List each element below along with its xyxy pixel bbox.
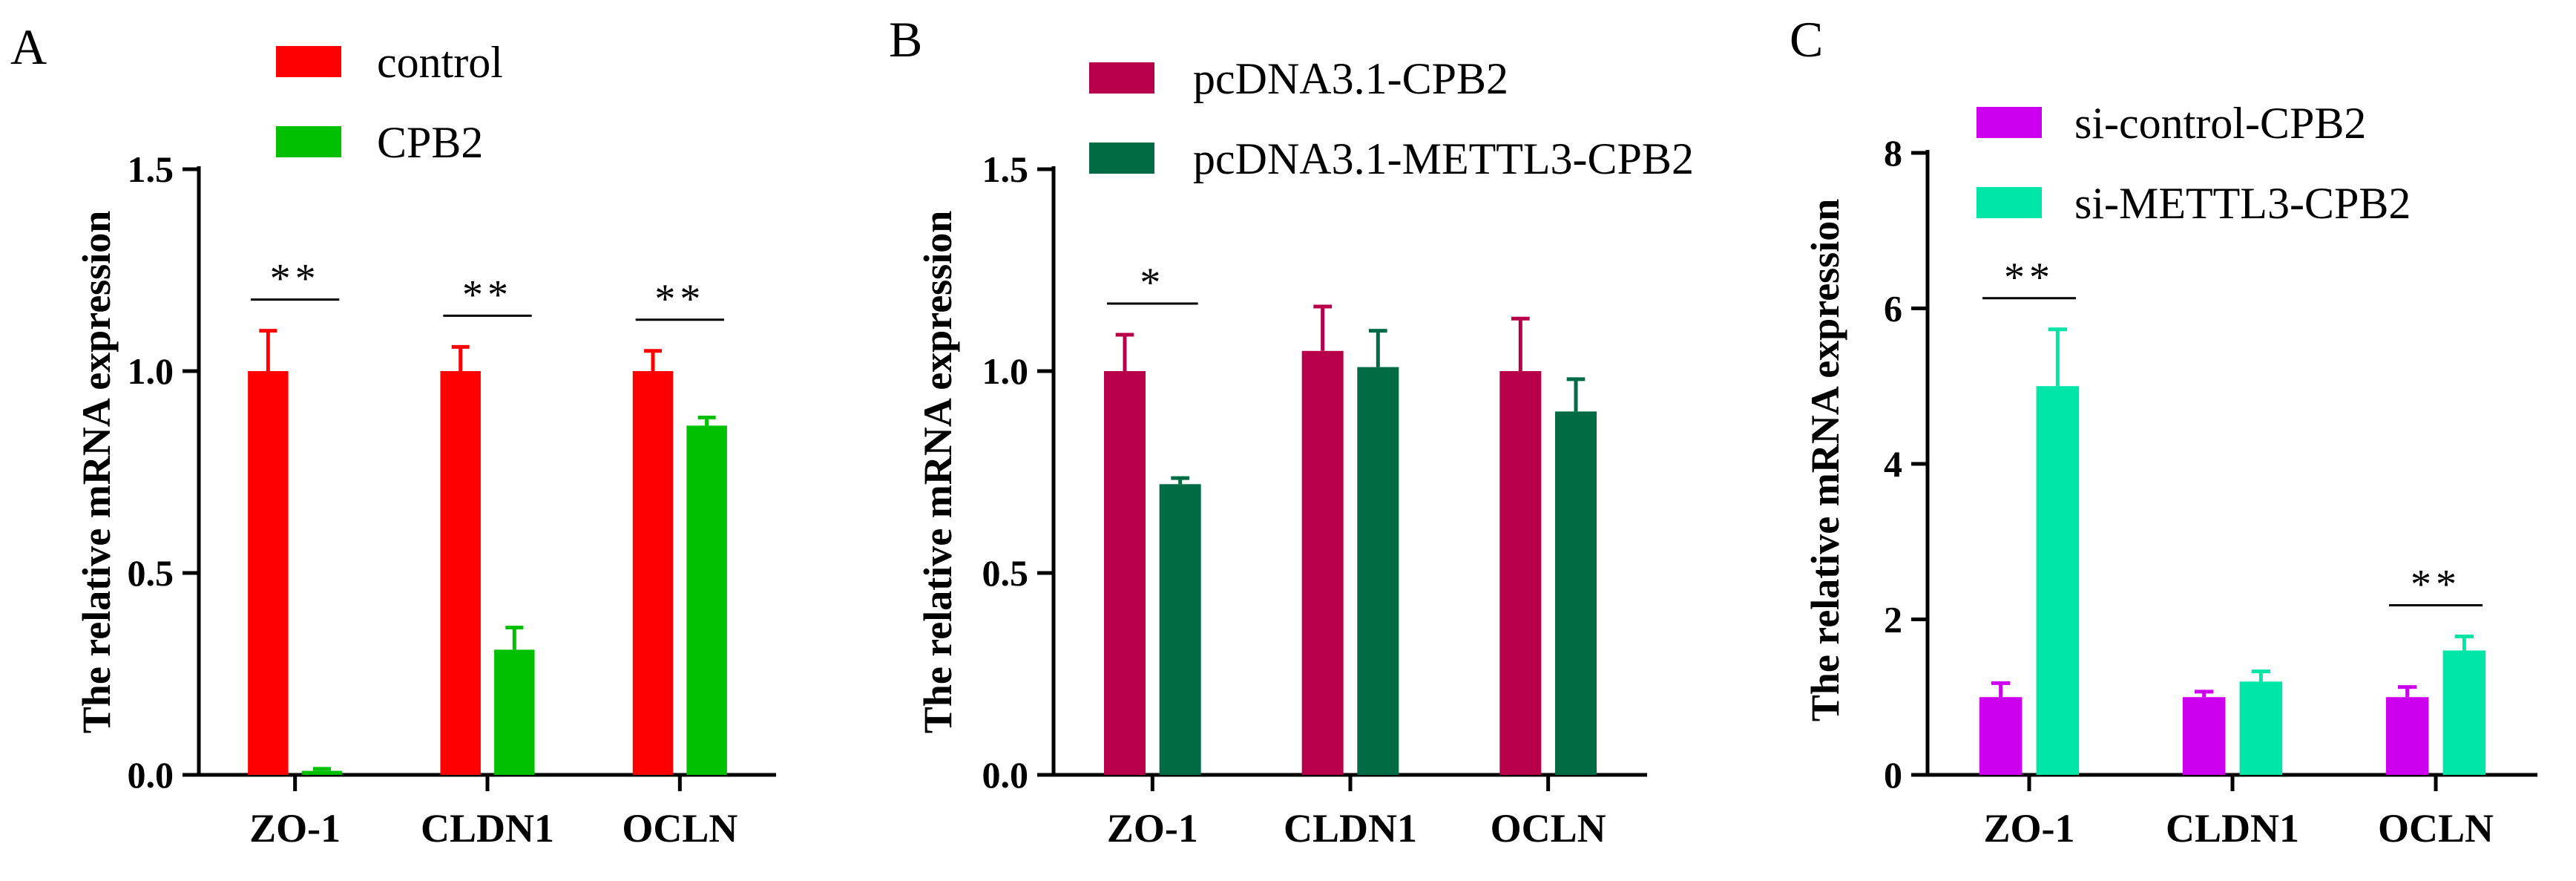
bar-c-si-mettl3-cpb2-zo-1 — [2036, 386, 2080, 775]
x-tick-label-a-cldn1: CLDN1 — [421, 806, 554, 851]
bar-a-cpb2-zo-1 — [301, 770, 343, 775]
y-tick-label-a: 0.0 — [128, 754, 174, 796]
bar-b-pcdna3-1-mettl3-cpb2-cldn1 — [1357, 367, 1399, 775]
bar-a-cpb2-cldn1 — [494, 649, 535, 775]
legend-swatch-cpb2 — [276, 126, 341, 157]
significance-label-a-zo-1: ** — [270, 256, 321, 302]
bar-a-control-zo-1 — [248, 371, 289, 775]
legend-swatch-si-control-cpb2 — [1977, 107, 2042, 138]
bar-b-pcdna3-1-cpb2-ocln — [1499, 371, 1542, 775]
panel-b: B pcDNA3.1-CPB2 pcDNA3.1-METTL3-CPB2 The… — [889, 11, 1694, 851]
bar-b-pcdna3-1-cpb2-cldn1 — [1301, 350, 1344, 775]
bar-a-control-cldn1 — [440, 371, 481, 775]
legend-label-si-mettl3-cpb2: si-METTL3-CPB2 — [2074, 179, 2411, 228]
y-tick-label-c: 6 — [1884, 288, 1902, 330]
bar-c-si-mettl3-cpb2-ocln — [2442, 650, 2486, 775]
x-tick-label-c-zo-1: ZO-1 — [1983, 806, 2074, 851]
bar-c-si-control-cpb2-ocln — [2385, 697, 2429, 775]
bar-b-pcdna3-1-cpb2-zo-1 — [1104, 371, 1146, 775]
significance-label-a-cldn1: ** — [462, 272, 513, 318]
significance-label-b-zo-1: * — [1140, 260, 1165, 306]
legend-swatch-pcdna-cpb2 — [1089, 62, 1154, 94]
panel-letter-a: A — [10, 19, 47, 75]
y-tick-label-b: 1.5 — [982, 148, 1029, 190]
legend-swatch-si-mettl3-cpb2 — [1977, 187, 2042, 218]
x-tick-label-b-zo-1: ZO-1 — [1107, 806, 1198, 851]
bar-b-pcdna3-1-mettl3-cpb2-ocln — [1555, 411, 1597, 775]
bar-a-cpb2-ocln — [686, 425, 727, 775]
y-axis-label-c: The relative mRNA expression — [1803, 199, 1847, 721]
x-tick-label-c-cldn1: CLDN1 — [2166, 806, 2299, 851]
bar-c-si-control-cpb2-zo-1 — [1979, 697, 2023, 775]
y-tick-label-a: 1.5 — [128, 148, 174, 190]
y-tick-label-a: 1.0 — [128, 350, 174, 392]
y-tick-label-b: 0.5 — [982, 552, 1029, 594]
legend-label-si-control-cpb2: si-control-CPB2 — [2074, 99, 2366, 148]
y-tick-label-b: 1.0 — [982, 350, 1029, 392]
panel-letter-b: B — [889, 11, 922, 68]
x-tick-label-c-ocln: OCLN — [2378, 806, 2494, 851]
plot-area-c: 0 2 4 6 8 ZO-1 ** CLDN1 OCLN ** — [1884, 132, 2537, 851]
y-tick-label-a: 0.5 — [128, 552, 174, 594]
bar-b-pcdna3-1-mettl3-cpb2-zo-1 — [1159, 484, 1201, 775]
legend-swatch-pcdna-mettl3-cpb2 — [1089, 143, 1154, 174]
x-tick-label-b-ocln: OCLN — [1491, 806, 1606, 851]
legend-swatch-control — [276, 46, 341, 77]
y-axis-label-a: The relative mRNA expression — [74, 211, 119, 733]
legend-label-pcdna-mettl3-cpb2: pcDNA3.1-METTL3-CPB2 — [1193, 134, 1694, 183]
y-axis-label-b: The relative mRNA expression — [916, 211, 960, 733]
significance-label-c-zo-1: ** — [2004, 255, 2054, 301]
y-tick-label-c: 2 — [1884, 599, 1902, 641]
plot-area-b: 0.0 0.5 1.0 1.5 ZO-1 * CLDN1 OCLN — [982, 148, 1647, 851]
legend-label-cpb2: CPB2 — [377, 118, 483, 167]
x-tick-label-a-zo-1: ZO-1 — [249, 806, 341, 851]
plot-area-a: 0.0 0.5 1.0 1.5 ZO-1 ** CLDN1 ** OCLN ** — [128, 148, 776, 851]
bar-a-control-ocln — [632, 371, 674, 775]
panel-c: C si-control-CPB2 si-METTL3-CPB2 The rel… — [1790, 11, 2537, 851]
x-tick-label-a-ocln: OCLN — [622, 806, 737, 851]
bar-c-si-control-cpb2-cldn1 — [2182, 697, 2226, 775]
y-tick-label-c: 4 — [1884, 443, 1902, 485]
significance-label-c-ocln: ** — [2411, 562, 2461, 608]
panel-a: A control CPB2 The relative mRNA express… — [10, 19, 776, 851]
legend-label-control: control — [377, 38, 503, 87]
y-tick-label-c: 8 — [1884, 132, 1902, 174]
panel-letter-c: C — [1790, 11, 1823, 68]
x-tick-label-b-cldn1: CLDN1 — [1284, 806, 1417, 851]
bar-c-si-mettl3-cpb2-cldn1 — [2239, 681, 2283, 775]
y-tick-label-b: 0.0 — [982, 754, 1029, 796]
legend-label-pcdna-cpb2: pcDNA3.1-CPB2 — [1193, 54, 1508, 103]
y-tick-label-c: 0 — [1884, 754, 1902, 796]
significance-label-a-ocln: ** — [654, 276, 705, 322]
